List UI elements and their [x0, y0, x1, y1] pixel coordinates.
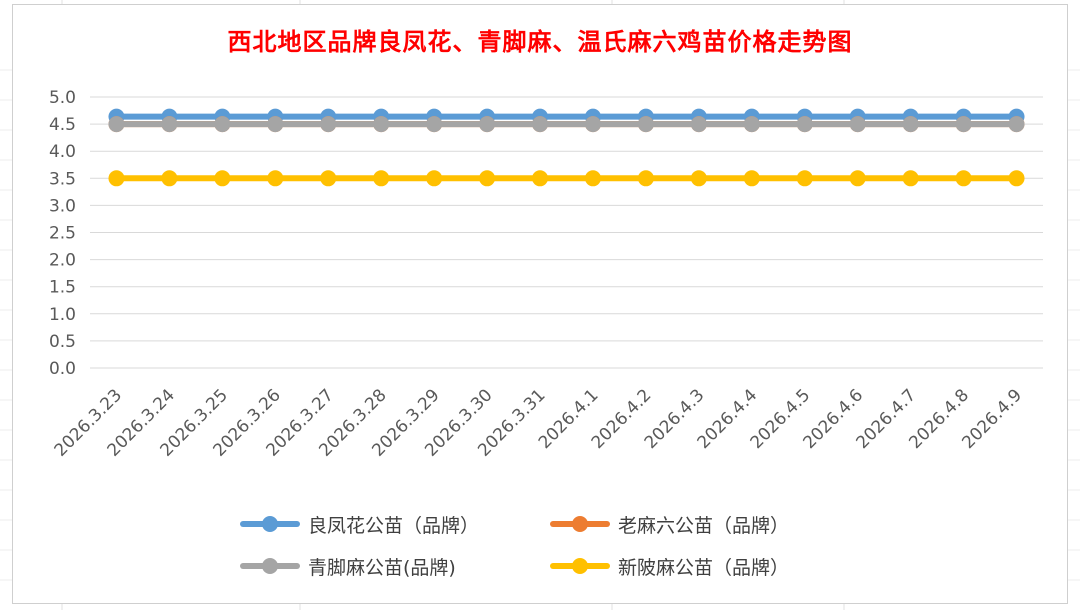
legend-swatch-2 [236, 554, 304, 578]
data-point-s3-14 [849, 170, 866, 187]
chart-legend: 良凤花公苗（品牌） 老麻六公苗（品牌） 青脚麻公苗(品牌) 新陂麻公苗（品牌） [236, 510, 876, 580]
y-tick-label-6: 3.0 [49, 196, 76, 216]
y-tick-label-0: 0.0 [49, 359, 76, 379]
data-point-s3-9 [584, 170, 601, 187]
data-point-s3-10 [637, 170, 654, 187]
data-point-s2-16 [955, 116, 972, 133]
data-point-s3-8 [532, 170, 549, 187]
legend-item-2: 青脚麻公苗(品牌) [236, 552, 546, 580]
data-point-s3-17 [1008, 170, 1025, 187]
data-point-s3-11 [690, 170, 707, 187]
data-point-s2-14 [849, 116, 866, 133]
data-point-s3-15 [902, 170, 919, 187]
data-point-s2-10 [637, 116, 654, 133]
data-point-s2-3 [267, 116, 284, 133]
data-point-s3-0 [108, 170, 125, 187]
legend-label-0: 良凤花公苗（品牌） [308, 514, 480, 537]
legend-label-1: 老麻六公苗（品牌） [618, 514, 790, 537]
data-point-s2-7 [479, 116, 496, 133]
y-tick-label-9: 4.5 [49, 115, 76, 135]
chart-title: 西北地区品牌良凤花、青脚麻、温氏麻六鸡苗价格走势图 [227, 27, 853, 56]
data-point-s3-1 [161, 170, 178, 187]
legend-item-3: 新陂麻公苗（品牌） [546, 552, 876, 580]
data-point-s3-12 [743, 170, 760, 187]
legend-marker-0 [262, 516, 278, 532]
data-point-s3-7 [479, 170, 496, 187]
legend-marker-1 [572, 516, 588, 532]
data-point-s3-13 [796, 170, 813, 187]
y-tick-label-8: 4.0 [49, 142, 76, 162]
data-point-s3-16 [955, 170, 972, 187]
y-tick-label-1: 0.5 [49, 332, 76, 352]
y-tick-label-10: 5.0 [49, 88, 76, 108]
legend-swatch-3 [546, 554, 614, 578]
data-point-s2-13 [796, 116, 813, 133]
data-point-s2-15 [902, 116, 919, 133]
data-point-s3-4 [320, 170, 337, 187]
legend-marker-3 [572, 558, 588, 574]
legend-label-3: 新陂麻公苗（品牌） [618, 556, 790, 579]
y-tick-label-2: 1.0 [49, 305, 76, 325]
data-point-s2-11 [690, 116, 707, 133]
legend-item-0: 良凤花公苗（品牌） [236, 510, 546, 538]
data-point-s2-12 [743, 116, 760, 133]
chart-frame [12, 4, 1068, 604]
data-point-s3-3 [267, 170, 284, 187]
y-tick-label-5: 2.5 [49, 224, 76, 244]
y-tick-label-4: 2.0 [49, 251, 76, 271]
data-point-s2-2 [214, 116, 231, 133]
legend-label-2: 青脚麻公苗(品牌) [308, 556, 456, 579]
legend-marker-2 [262, 558, 278, 574]
data-point-s2-17 [1008, 116, 1025, 133]
data-point-s2-4 [320, 116, 337, 133]
data-point-s3-6 [426, 170, 443, 187]
data-point-s2-1 [161, 116, 178, 133]
legend-swatch-1 [546, 512, 614, 536]
data-point-s2-6 [426, 116, 443, 133]
data-point-s2-0 [108, 116, 125, 133]
data-point-s2-8 [532, 116, 549, 133]
y-tick-label-7: 3.5 [49, 169, 76, 189]
data-point-s3-5 [373, 170, 390, 187]
legend-swatch-0 [236, 512, 304, 536]
data-point-s2-5 [373, 116, 390, 133]
data-point-s3-2 [214, 170, 231, 187]
data-point-s2-9 [584, 116, 601, 133]
y-tick-label-3: 1.5 [49, 278, 76, 298]
legend-item-1: 老麻六公苗（品牌） [546, 510, 876, 538]
